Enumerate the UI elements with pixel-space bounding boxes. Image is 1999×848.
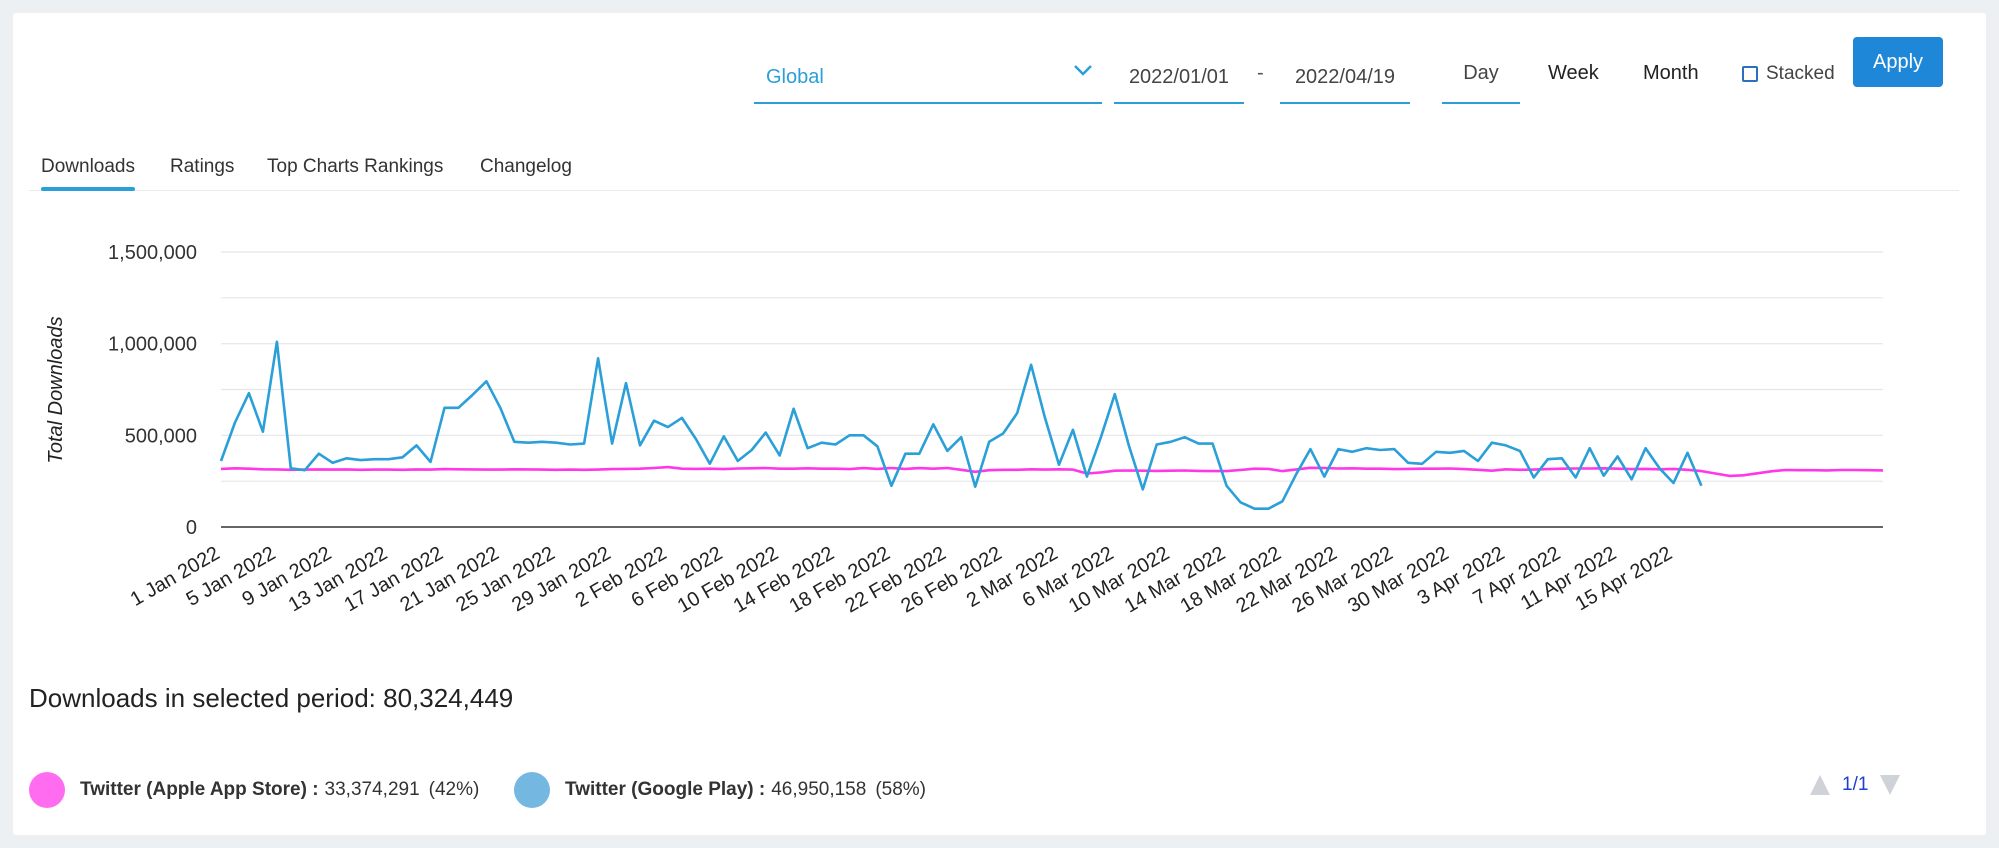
downloads-line-chart: 0 500,000 1,000,000 1,500,000 Total Download… <box>45 242 1884 617</box>
downloads-summary: Downloads in selected period: 80,324,449 <box>29 683 513 714</box>
legend-pct-apple: (42%) <box>428 779 480 800</box>
stacked-toggle[interactable]: Stacked <box>1742 63 1835 85</box>
region-select[interactable]: Global <box>754 50 1102 104</box>
series-line-google <box>219 340 1703 511</box>
legend-item-apple[interactable]: Twitter (Apple App Store) : 33,374,291 (… <box>29 772 479 808</box>
stacked-checkbox[interactable] <box>1742 66 1758 82</box>
chevron-down-icon <box>1074 65 1092 76</box>
date-to-field[interactable]: 2022/04/19 <box>1280 50 1410 104</box>
region-select-value: Global <box>766 66 824 88</box>
date-from-field[interactable]: 2022/01/01 <box>1114 50 1244 104</box>
pager-count: 1/1 <box>1842 774 1869 795</box>
summary-value: 80,324,449 <box>383 683 514 713</box>
pager-up-icon[interactable] <box>1810 775 1830 795</box>
apply-button[interactable]: Apply <box>1853 37 1943 87</box>
summary-label: Downloads in selected period: <box>29 683 376 713</box>
date-separator: - <box>1257 62 1264 84</box>
stacked-label: Stacked <box>1766 63 1835 84</box>
pager-down-icon[interactable] <box>1880 775 1901 795</box>
tab-downloads[interactable]: Downloads <box>41 156 135 191</box>
legend-value-google: 46,950,158 <box>771 779 867 800</box>
y-tick-label: 0 <box>186 517 197 539</box>
granularity-month-button[interactable]: Month <box>1643 62 1699 84</box>
y-tick-label: 500,000 <box>125 425 197 447</box>
granularity-week-button[interactable]: Week <box>1548 62 1599 84</box>
date-from-value: 2022/01/01 <box>1128 66 1230 88</box>
tab-top-charts-rankings[interactable]: Top Charts Rankings <box>267 156 444 177</box>
tab-ratings[interactable]: Ratings <box>170 156 235 177</box>
granularity-day-button[interactable]: Day <box>1442 62 1520 104</box>
series-line-apple <box>220 465 1884 478</box>
legend-value-apple: 33,374,291 <box>324 779 420 800</box>
y-axis-title: Total Downloads <box>45 316 67 463</box>
app-panel <box>13 13 1986 835</box>
date-to-value: 2022/04/19 <box>1294 66 1396 88</box>
tab-changelog[interactable]: Changelog <box>480 156 572 177</box>
y-tick-label: 1,500,000 <box>108 242 197 264</box>
legend-name-google: Twitter (Google Play) : <box>565 779 766 800</box>
legend-item-google[interactable]: Twitter (Google Play) : 46,950,158 (58%) <box>514 772 926 808</box>
tab-bar: Downloads Ratings Top Charts Rankings Ch… <box>29 146 1959 191</box>
legend-pager: 1/1 <box>1810 774 1901 796</box>
legend-pct-google: (58%) <box>875 779 926 800</box>
legend-name-apple: Twitter (Apple App Store) : <box>80 779 319 800</box>
legend-swatch-google <box>514 772 550 808</box>
y-tick-label: 1,000,000 <box>108 334 197 356</box>
legend-swatch-apple <box>29 772 65 808</box>
